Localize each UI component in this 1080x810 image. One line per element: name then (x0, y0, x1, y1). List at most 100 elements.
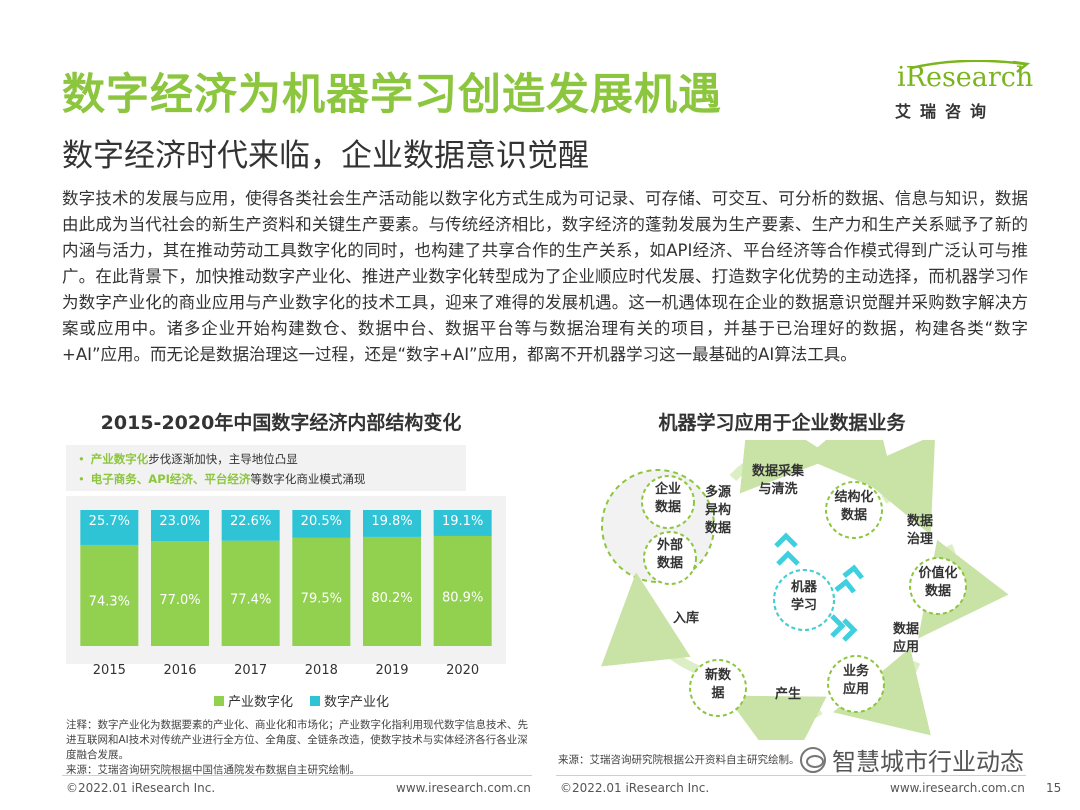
footer-url: www.iresearch.com.cn (890, 781, 1025, 795)
note-2-text: 等数字化商业模式涌现 (250, 472, 366, 486)
footer-divider (556, 775, 1026, 776)
node-label-new-data: 新数 (705, 667, 732, 683)
data-label: 20.5% (301, 514, 342, 529)
chart-footnote: 注释：数字产业化为数据要素的产业化、商业化和市场化；产业数字化指利用现代数字信息… (66, 718, 536, 778)
logo-swoosh-icon (910, 60, 1031, 73)
node-label-machine-learning: 机器 (791, 579, 818, 595)
wechat-icon (800, 746, 826, 773)
note-1-highlight: 产业数字化 (90, 452, 149, 466)
node-label-external-data: 外部 (656, 537, 683, 553)
data-label: 80.2% (371, 591, 412, 606)
footer-copyright: ©2022.01 iResearch Inc. (66, 781, 216, 795)
node-label-valued-data: 价值化 (918, 565, 957, 581)
bar-digital-industrialization (292, 510, 351, 538)
data-label: 25.7% (89, 514, 130, 529)
node-label-multi-source-data: 多源 (705, 484, 731, 500)
x-tick-label: 2019 (375, 663, 408, 678)
cycle-arrow (601, 572, 700, 675)
node-label-storage: 入库 (673, 610, 699, 626)
data-label: 19.1% (442, 514, 483, 529)
bar-digital-industrialization (433, 510, 492, 536)
cycle-arrow (852, 440, 936, 535)
node-label-data-collection: 与清洗 (758, 481, 797, 497)
legend-label: 产业数字化 (228, 695, 293, 710)
footer-copyright: ©2022.01 iResearch Inc. (560, 781, 710, 795)
node-label-new-data: 据 (711, 685, 724, 701)
footer-url: www.iresearch.com.cn (396, 781, 531, 795)
node-circles (641, 475, 967, 717)
cycle-arrow (729, 440, 834, 494)
stacked-bar-chart: 74.3% 25.7% 2015 77.0% 23.0% 2016 77.4% 22.6% 20… (66, 496, 506, 710)
node-label-enterprise-data: 企业 (654, 481, 681, 497)
logo-subtitle: 艾瑞咨询 (895, 102, 996, 121)
node-valued-data (909, 557, 967, 615)
cycle-arrow (725, 695, 827, 740)
node-label-valued-data: 数据 (925, 583, 951, 599)
node-label-machine-learning: 学习 (791, 597, 817, 613)
node-label-produce: 产生 (775, 686, 801, 702)
chart-title: 2015-2020年中国数字经济内部结构变化 (100, 412, 462, 434)
node-label-data-governance: 数据 (907, 513, 933, 529)
bar-industry-digitization (80, 544, 139, 646)
bullet-icon: • (78, 452, 85, 466)
node-enterprise-data (641, 475, 695, 529)
data-label: 22.6% (230, 514, 271, 529)
note-1-text: 步伐逐渐加快，主导地位凸显 (148, 452, 298, 466)
x-tick-label: 2018 (305, 663, 338, 678)
chevron-arrows-icon (774, 532, 864, 642)
note-2-highlight: 电子商务、API经济、平台经济 (90, 472, 251, 486)
legend-label: 数字产业化 (324, 695, 389, 710)
x-tick-label: 2017 (234, 663, 267, 678)
data-label: 77.4% (230, 593, 271, 608)
watermark: 智慧城市行业动态 (800, 742, 1024, 777)
bar-industry-digitization (151, 541, 209, 646)
iresearch-logo: iResearch 艾瑞咨询 (893, 60, 1033, 130)
node-label-multi-source-data: 异构 (705, 502, 731, 518)
footer-divider (62, 775, 532, 776)
data-label: 77.0% (159, 593, 200, 608)
data-label: 80.9% (442, 590, 483, 605)
node-new-data (689, 659, 747, 717)
node-business-app (827, 655, 885, 713)
node-label-structured-data: 结构化 (834, 489, 873, 505)
x-tick-label: 2015 (93, 663, 126, 678)
node-label-structured-data: 数据 (841, 507, 867, 523)
intro-paragraph: 数字技术的发展与应用，使得各类社会生产活动能以数字化方式生成为可记录、可存储、可… (62, 189, 1028, 364)
bar-industry-digitization (292, 537, 351, 646)
legend-swatch (214, 696, 224, 706)
cycle-arrow (804, 440, 898, 498)
footnote-source: 来源：艾瑞咨询研究院根据中国信通院发布数据自主研究绘制。 (66, 764, 360, 776)
data-label: 74.3% (89, 595, 130, 610)
page-title: 数字经济为机器学习创造发展机遇 (62, 70, 722, 120)
node-structured-data (825, 481, 883, 539)
bullet-icon: • (78, 472, 85, 486)
chart-plot-background (66, 496, 506, 664)
bar-industry-digitization (433, 535, 492, 646)
data-label: 79.5% (301, 591, 342, 606)
watermark-text: 智慧城市行业动态 (832, 748, 1024, 776)
node-label-data-application: 应用 (893, 639, 919, 655)
chart-notes-box: • 产业数字化步伐逐渐加快，主导地位凸显 • 电子商务、API经济、平台经济等数字化… (66, 445, 466, 491)
legend-swatch (310, 696, 320, 706)
node-label-data-application: 数据 (893, 621, 919, 637)
chart-note-2: • 电子商务、API经济、平台经济等数字化商业模式涌现 (78, 471, 365, 487)
bar-digital-industrialization (151, 510, 209, 542)
page-number: 15 (1046, 781, 1062, 795)
x-tick-label: 2016 (163, 663, 196, 678)
page-subtitle: 数字经济时代来临，企业数据意识觉醒 (62, 138, 589, 174)
node-label-external-data: 数据 (657, 555, 683, 571)
bar-digital-industrialization (80, 510, 139, 545)
node-label-business-application: 业务 (843, 663, 870, 679)
footnote-definition: 注释：数字产业化为数据要素的产业化、商业化和市场化；产业数字化指利用现代数字信息… (66, 719, 528, 761)
node-label-data-governance: 治理 (907, 531, 933, 547)
chart-note-1: • 产业数字化步伐逐渐加快，主导地位凸显 (78, 451, 298, 467)
diagram-source: 来源：艾瑞咨询研究院根据公开资料自主研究绘制。 (558, 754, 800, 766)
node-label-data-collection: 数据采集 (752, 463, 805, 479)
x-tick-label: 2020 (446, 663, 479, 678)
node-external-data (643, 531, 697, 585)
bar-digital-industrialization (363, 510, 421, 537)
diagram-title: 机器学习应用于企业数据业务 (658, 412, 906, 434)
bar-industry-digitization (221, 540, 280, 646)
node-label-enterprise-data: 数据 (655, 499, 681, 515)
